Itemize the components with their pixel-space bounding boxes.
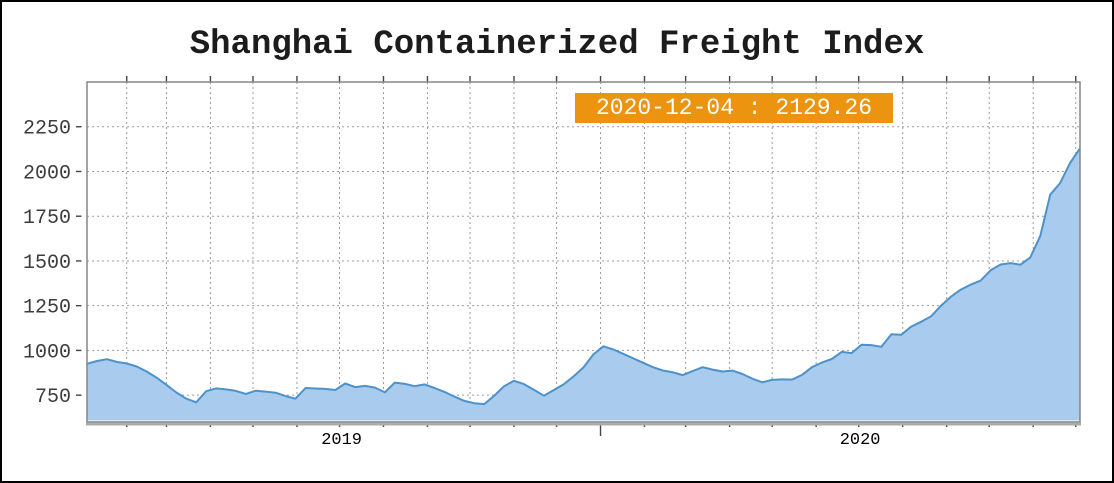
chart-title: Shanghai Containerized Freight Index [189,26,925,64]
x-year-label: 2019 [321,431,362,450]
plot-frame [86,81,1081,423]
x-year-label: 2020 [840,431,881,450]
y-tick-label: 2000 [23,162,71,185]
y-tick-label: 2250 [23,118,71,141]
tooltip-badge: 2020-12-04 : 2129.26 [575,93,893,123]
y-tick-label: 1000 [23,341,71,364]
series-line[interactable] [86,147,1081,406]
area-series-fill[interactable] [87,148,1080,421]
y-tick-label: 1500 [23,252,71,275]
y-tick-label: 1250 [23,297,71,320]
y-tick-label: 1750 [23,207,71,230]
y-tick-label: 750 [35,386,71,409]
